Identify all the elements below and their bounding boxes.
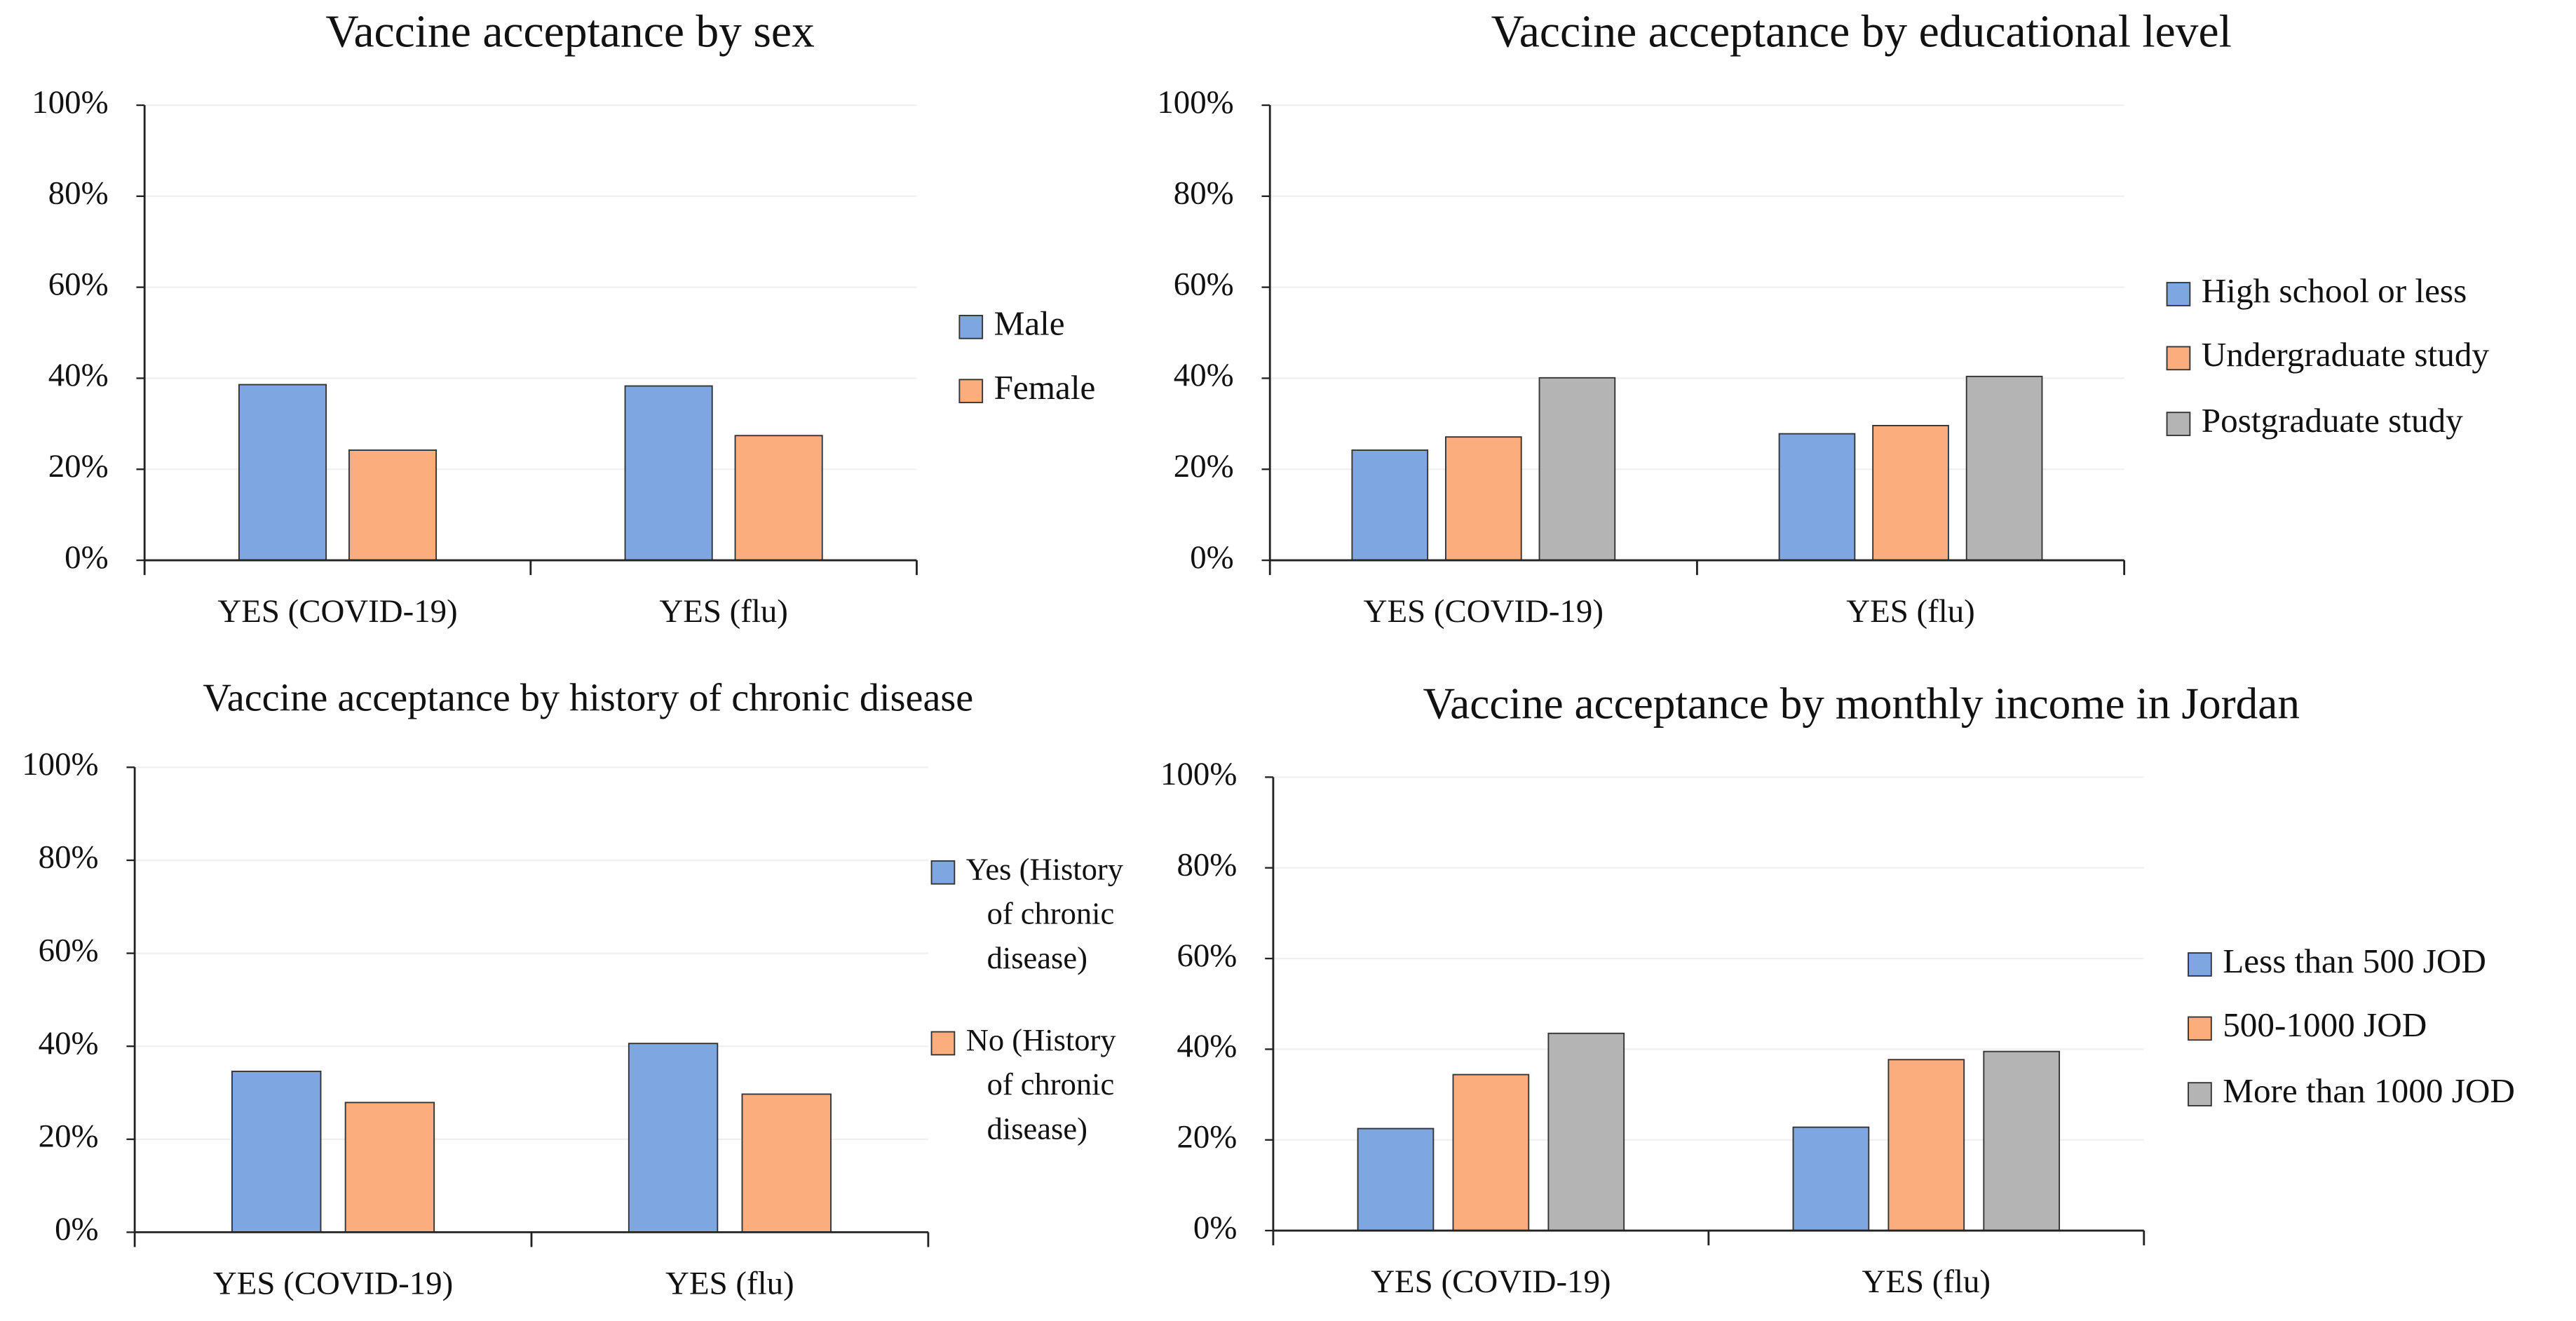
legend-label: High school or less (2202, 271, 2467, 310)
y-tick-label: 60% (1177, 937, 1237, 974)
bar (1452, 1073, 1530, 1231)
y-tick-label: 20% (39, 1118, 99, 1155)
bar (1983, 1050, 2061, 1231)
y-tick-label: 0% (65, 539, 108, 576)
legend-swatch (2188, 1016, 2212, 1041)
chart-panel: Vaccine acceptance by sex 0% 20% 40% 60% 80% 1… (32, 7, 1095, 630)
bar (1887, 1059, 1965, 1231)
legend-entry: High school or less (2166, 271, 2467, 310)
y-tick-label: 40% (48, 357, 109, 393)
legend-swatch (958, 379, 984, 404)
bar (741, 1093, 832, 1233)
bar (231, 1071, 322, 1233)
y-tick-label: 0% (1190, 539, 1233, 576)
y-tick-label: 100% (1160, 756, 1237, 792)
y-tick-label: 60% (39, 932, 99, 968)
legend-entry: More than 1000 JOD (2188, 1071, 2515, 1110)
y-tick-label: 40% (1177, 1028, 1237, 1064)
legend-label: Postgraduate study (2202, 401, 2463, 440)
x-tick-label: YES (flu) (1862, 1264, 1991, 1300)
legend-label: Yes (History of chronic disease) (966, 851, 1124, 975)
y-tick-label: 80% (39, 839, 99, 876)
legend-entry: Less than 500 JOD (2188, 942, 2486, 980)
y-tick-label: 60% (48, 266, 109, 302)
y-tick-label: 100% (1157, 84, 1233, 121)
chart-title: Vaccine acceptance by history of chronic… (203, 676, 973, 719)
legend-label: 500-1000 JOD (2223, 1005, 2427, 1044)
bar (1445, 436, 1522, 562)
x-tick-label: YES (flu) (1846, 593, 1975, 630)
chart-title: Vaccine acceptance by monthly income in … (1423, 679, 2300, 728)
bar (624, 385, 713, 562)
x-tick-label: YES (COVID-19) (1371, 1264, 1611, 1300)
legend-entry: Female (958, 368, 1096, 407)
legend-swatch (2166, 412, 2191, 436)
chart-panel: Vaccine acceptance by monthly income in … (1160, 679, 2515, 1300)
legend-swatch (2188, 1082, 2212, 1106)
legend-entry: Postgraduate study (2166, 401, 2463, 440)
chart-title: Vaccine acceptance by sex (325, 7, 814, 57)
legend-swatch (958, 315, 984, 339)
y-tick-label: 60% (1174, 266, 1234, 302)
x-tick-label: YES (flu) (659, 593, 788, 630)
x-tick-label: YES (COVID-19) (1364, 593, 1604, 630)
bar (238, 384, 327, 562)
x-tick-label: YES (flu) (665, 1265, 794, 1301)
legend-entry: No (History of chronic disease) (930, 1022, 1117, 1146)
bar (1965, 375, 2043, 562)
bar (1351, 449, 1429, 562)
x-tick-label: YES (COVID-19) (217, 593, 457, 630)
legend-label: Less than 500 JOD (2223, 942, 2486, 980)
bar (1872, 425, 1949, 562)
bar (1538, 377, 1616, 562)
y-tick-label: 80% (1177, 846, 1237, 883)
bar (628, 1043, 719, 1233)
legend-swatch (930, 1031, 956, 1056)
bar (1792, 1126, 1870, 1231)
legend-label: No (History of chronic disease) (966, 1022, 1117, 1146)
y-tick-label: 100% (22, 746, 98, 783)
legend-entry: Yes (History of chronic disease) (930, 851, 1124, 975)
legend-entry: Male (958, 304, 1065, 343)
y-tick-label: 100% (32, 84, 108, 121)
y-tick-label: 20% (1174, 448, 1234, 485)
legend-swatch (2188, 952, 2212, 977)
y-tick-label: 40% (39, 1025, 99, 1062)
legend-label: Female (994, 368, 1096, 407)
legend-entry: Undergraduate study (2166, 335, 2490, 374)
y-tick-label: 80% (48, 175, 109, 212)
bar (1357, 1127, 1435, 1231)
y-tick-label: 80% (1174, 175, 1234, 212)
bar (348, 449, 438, 562)
chart-title: Vaccine acceptance by educational level (1491, 7, 2232, 57)
legend-label: Undergraduate study (2202, 335, 2490, 374)
bar (1547, 1032, 1625, 1231)
y-tick-label: 20% (1177, 1118, 1237, 1155)
y-tick-label: 20% (48, 448, 109, 485)
legend-swatch (930, 860, 956, 885)
legend-entry: 500-1000 JOD (2188, 1005, 2427, 1044)
legend-label: More than 1000 JOD (2223, 1071, 2515, 1110)
x-tick-label: YES (COVID-19) (213, 1265, 453, 1301)
y-tick-label: 0% (1193, 1210, 1237, 1246)
legend-swatch (2166, 282, 2191, 306)
legend-label: Male (994, 304, 1065, 343)
chart-panel: Vaccine acceptance by educational level 0… (1157, 7, 2489, 630)
legend-swatch (2166, 346, 2191, 371)
y-tick-label: 40% (1174, 357, 1234, 393)
bar (1778, 433, 1856, 562)
bar (344, 1102, 435, 1233)
chart-panel: Vaccine acceptance by history of chronic… (22, 676, 1123, 1301)
bar (734, 435, 823, 562)
y-tick-label: 0% (55, 1211, 98, 1247)
